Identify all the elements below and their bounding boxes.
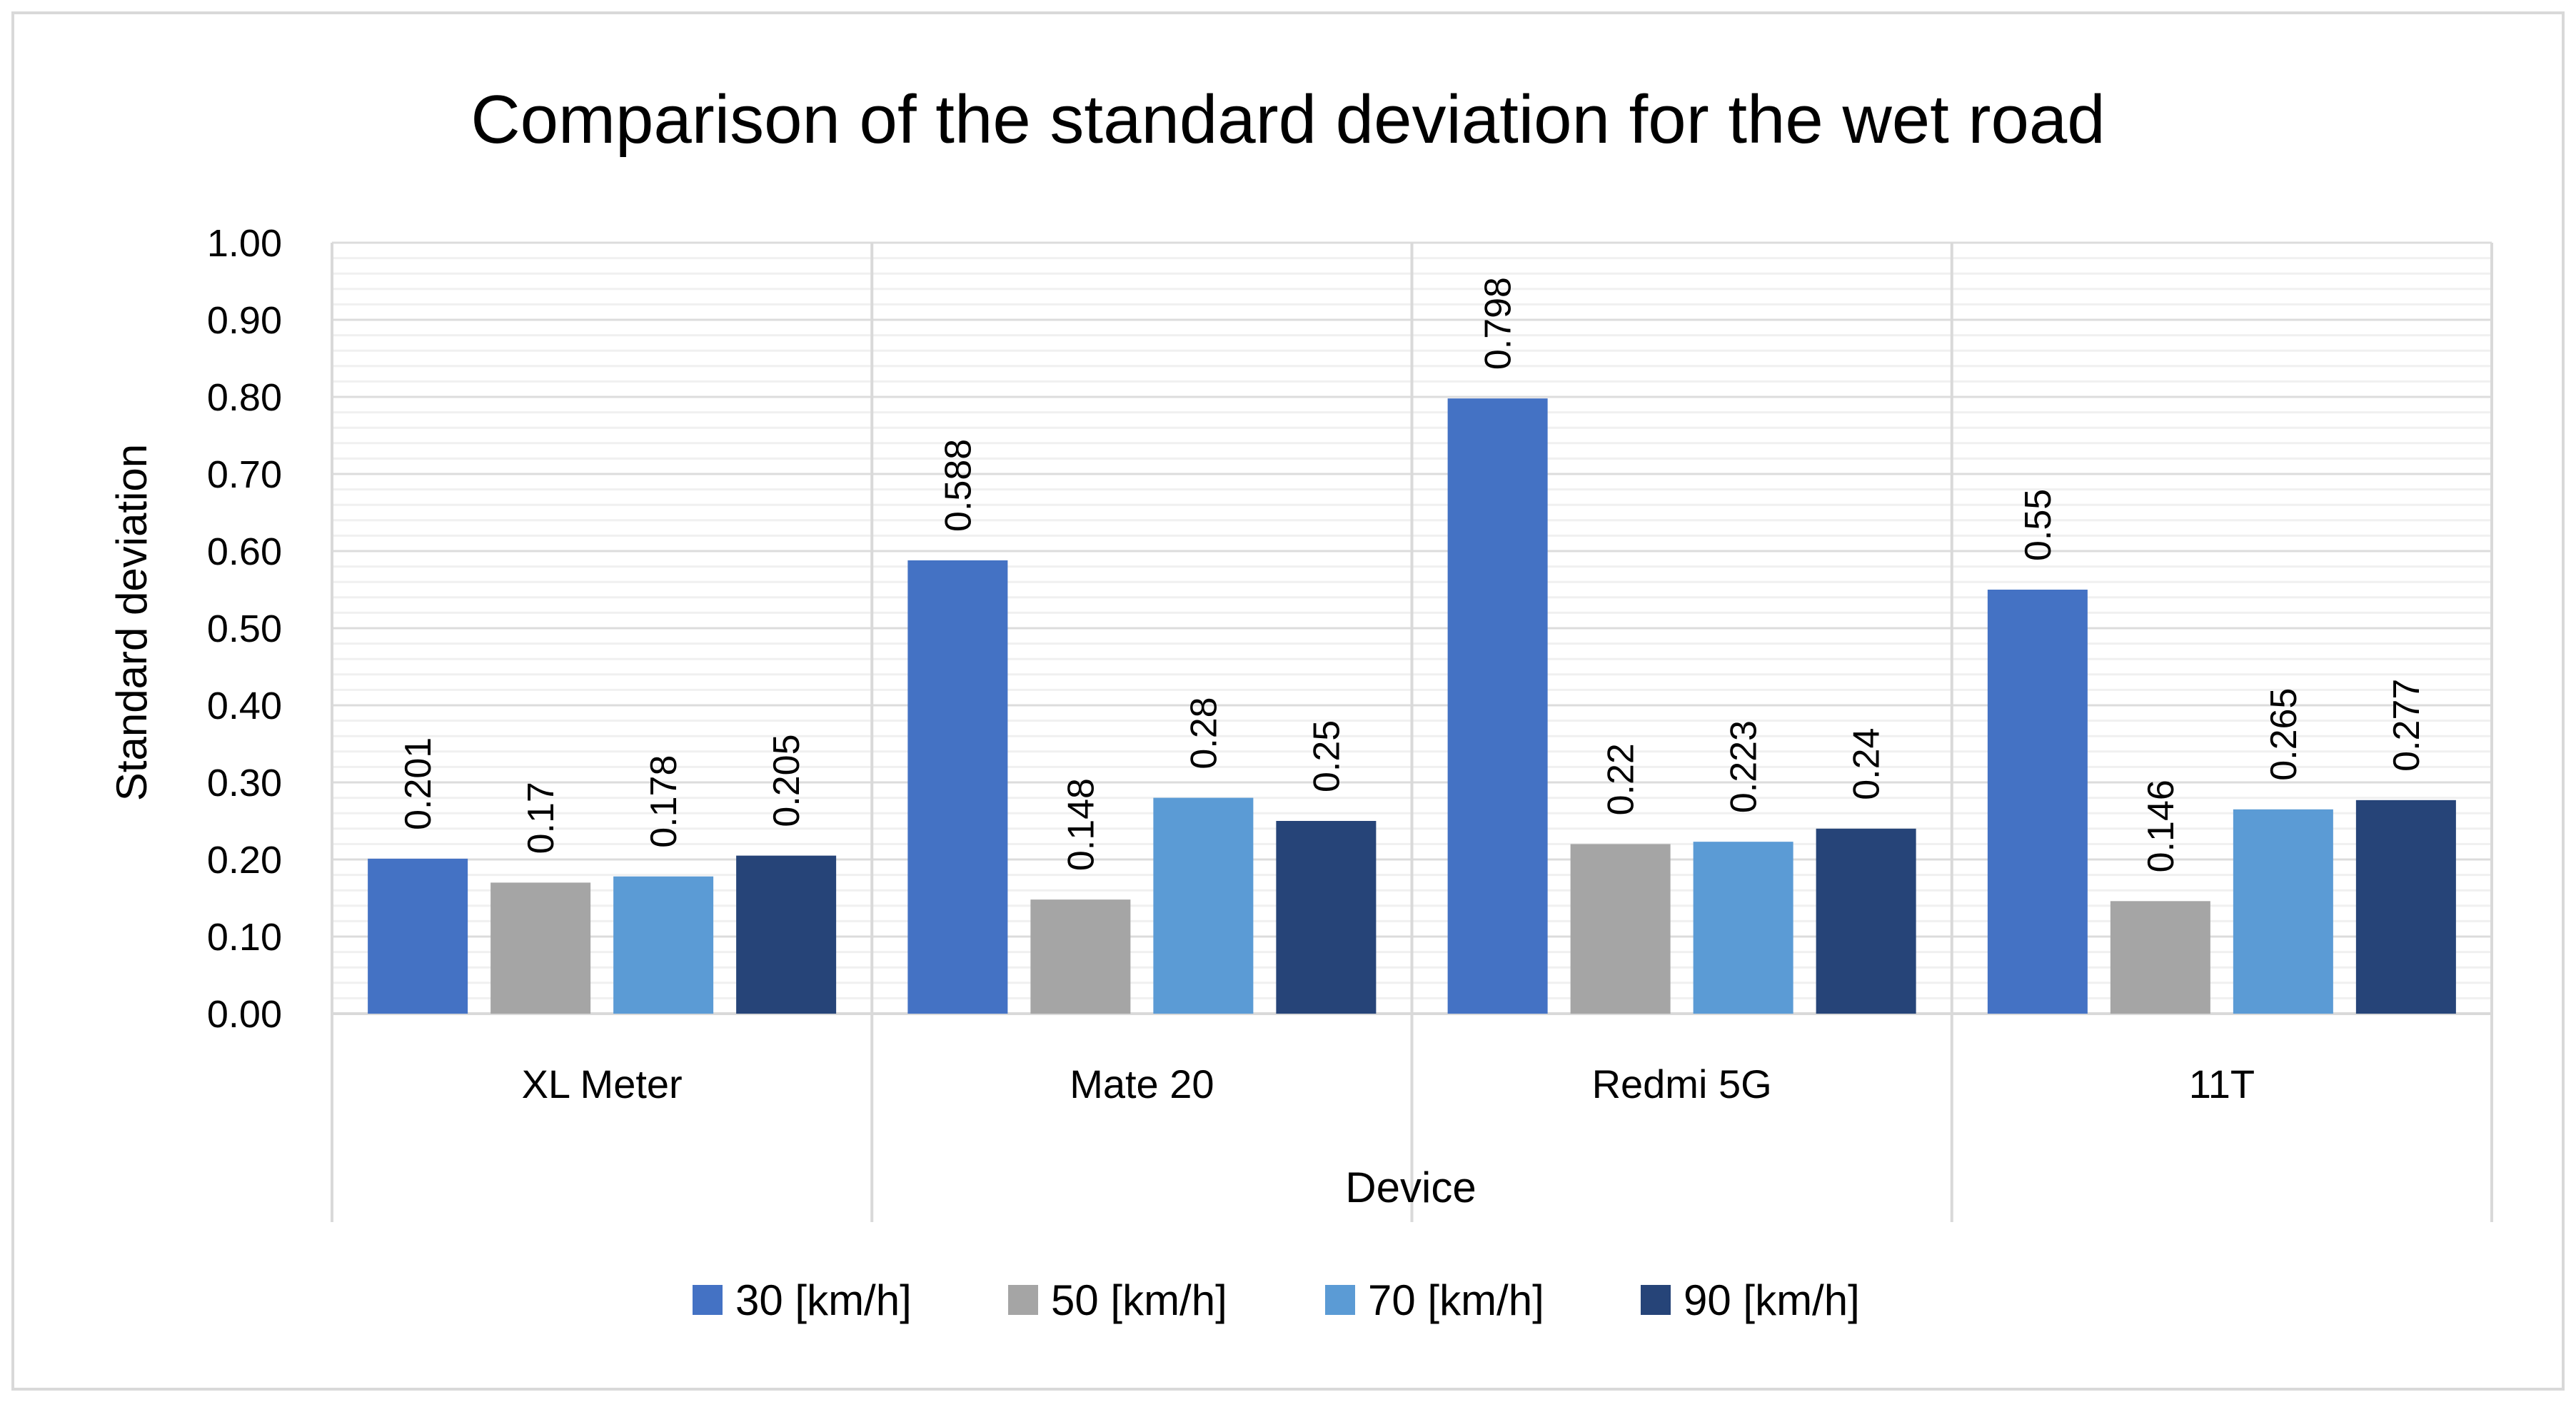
bar (1570, 844, 1671, 1014)
bar (1816, 828, 1916, 1014)
data-label: 0.146 (2140, 780, 2182, 872)
data-label: 0.24 (1846, 728, 1888, 800)
y-tick-label: 0.00 (207, 993, 282, 1036)
bar (2233, 809, 2333, 1014)
y-axis-tick-labels: 0.00 0.10 0.20 0.30 0.40 0.50 0.60 0.70 0.80 0.90… (207, 222, 282, 1036)
legend-label: 90 [km/h] (1684, 1276, 1860, 1324)
y-tick-label: 0.60 (207, 530, 282, 573)
data-label: 0.798 (1478, 277, 1519, 370)
bar (2355, 800, 2456, 1014)
y-tick-label: 0.50 (207, 607, 282, 650)
data-label: 0.178 (643, 755, 685, 848)
data-label: 0.28 (1183, 697, 1224, 769)
data-label: 0.55 (2018, 489, 2059, 561)
legend-swatch (1641, 1285, 1671, 1315)
y-tick-label: 0.90 (207, 299, 282, 342)
y-tick-label: 0.30 (207, 762, 282, 805)
chart-title: Comparison of the standard deviation for… (471, 81, 2105, 158)
data-label: 0.223 (1724, 720, 1765, 813)
y-tick-label: 0.70 (207, 453, 282, 496)
data-label: 0.201 (398, 737, 439, 830)
data-label: 0.205 (766, 734, 807, 827)
y-tick-label: 0.20 (207, 839, 282, 882)
y-tick-label: 0.10 (207, 916, 282, 959)
category-dividers (331, 243, 2493, 1222)
legend-label: 50 [km/h] (1051, 1276, 1227, 1324)
bar (1693, 842, 1793, 1014)
y-tick-label: 1.00 (207, 222, 282, 265)
x-category-label: 11T (2189, 1061, 2255, 1106)
chart-frame (11, 11, 2565, 1391)
data-label: 0.588 (937, 439, 979, 532)
bar (1153, 797, 1254, 1014)
legend-label: 30 [km/h] (735, 1276, 912, 1324)
x-category-label: Mate 20 (1070, 1061, 1214, 1106)
x-category-label: Redmi 5G (1592, 1061, 1772, 1106)
x-axis-category-labels: XL Meter Mate 20 Redmi 5G 11T (522, 1061, 2255, 1106)
data-labels: 0.201 0.17 0.178 0.205 0.588 0.148 0.28 0.25 0.7… (398, 277, 2427, 872)
data-label: 0.17 (520, 782, 562, 854)
x-axis-title: Device (1345, 1164, 1476, 1211)
bar (613, 876, 714, 1014)
y-axis-title: Standard deviation (108, 444, 156, 801)
bars (368, 398, 2456, 1014)
data-label: 0.148 (1060, 778, 1102, 871)
bar (1447, 398, 1548, 1014)
y-tick-label: 0.80 (207, 376, 282, 419)
data-label: 0.22 (1601, 743, 1642, 815)
data-label: 0.25 (1306, 720, 1347, 792)
legend-swatch (1008, 1285, 1038, 1315)
bar (736, 855, 837, 1014)
legend-swatch (693, 1285, 723, 1315)
bar (1030, 899, 1131, 1014)
bar (368, 858, 468, 1014)
y-tick-label: 0.40 (207, 685, 282, 727)
legend-swatch (1325, 1285, 1355, 1315)
bar (1987, 590, 2088, 1014)
bar (907, 560, 1008, 1014)
legend-label: 70 [km/h] (1368, 1276, 1544, 1324)
legend: 30 [km/h] 50 [km/h] 70 [km/h] 90 [km/h] (693, 1276, 1860, 1324)
bar (1276, 821, 1377, 1014)
bar (2110, 901, 2210, 1014)
bar (490, 882, 591, 1014)
x-category-label: XL Meter (522, 1061, 683, 1106)
data-label: 0.265 (2263, 688, 2305, 781)
data-label: 0.277 (2386, 679, 2427, 772)
